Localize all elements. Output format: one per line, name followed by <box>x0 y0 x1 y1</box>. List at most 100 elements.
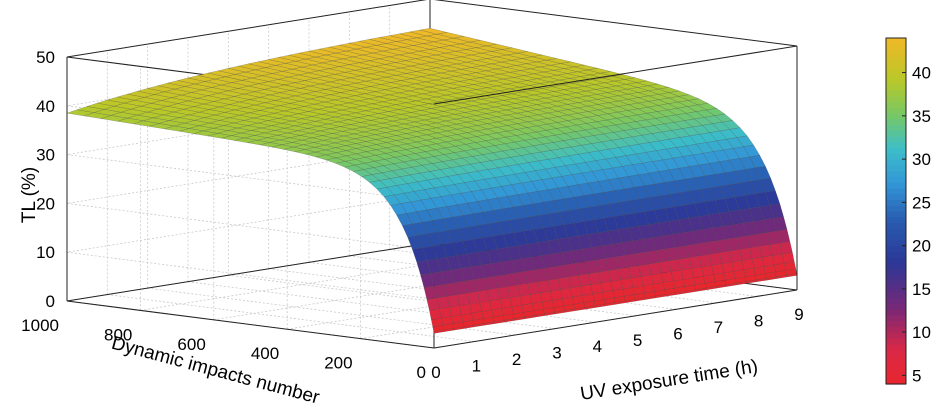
z-tick-label: 40 <box>36 97 55 116</box>
colorbar-swatch <box>886 291 906 299</box>
x-tick-label: 4 <box>593 337 602 356</box>
surface-patch <box>429 308 442 320</box>
colorbar-swatch <box>886 55 906 62</box>
colorbar-swatch <box>886 355 906 362</box>
colorbar-swatch <box>886 199 906 206</box>
colorbar-swatch <box>886 124 906 131</box>
surface-patch <box>469 302 482 314</box>
colorbar-tick-label: 5 <box>912 366 921 385</box>
colorbar-swatch <box>886 187 906 195</box>
colorbar-tick-label: 35 <box>912 107 931 126</box>
colorbar-swatch <box>886 360 906 368</box>
colorbar-swatch <box>886 332 906 339</box>
surface-patch <box>540 290 553 303</box>
colorbar-swatch <box>886 274 906 281</box>
y-tick-label: 400 <box>251 344 279 363</box>
colorbar-swatch <box>886 38 906 45</box>
colorbar-swatch <box>886 314 906 322</box>
colorbar-frame <box>885 37 907 385</box>
surface-patch <box>590 282 603 295</box>
colorbar-swatch <box>886 147 906 154</box>
colorbar-swatch <box>886 107 906 114</box>
colorbar-swatch <box>886 303 906 310</box>
x-tick-label: 5 <box>633 331 642 350</box>
surface-patch <box>721 261 735 274</box>
axis-box-edge <box>433 45 798 105</box>
wall-grid-z <box>66 193 435 300</box>
colorbar-swatch <box>886 337 906 345</box>
z-tick-label: 20 <box>36 194 55 213</box>
y-tick-label: 600 <box>177 335 205 354</box>
colorbar-swatch <box>886 320 906 327</box>
colorbar-swatch <box>886 205 906 212</box>
colorbar-swatch <box>886 211 906 218</box>
colorbar-swatch <box>886 89 906 97</box>
colorbar-tick-label: 10 <box>912 323 931 342</box>
surface-patch <box>600 281 614 293</box>
surface-patch <box>782 252 795 264</box>
colorbar-swatch <box>886 239 906 247</box>
z-tick-label: 50 <box>36 48 55 67</box>
surface-patch <box>550 289 563 301</box>
axis-box-edge <box>433 0 798 47</box>
colorbar-swatch <box>886 182 906 189</box>
colorbar-tick-label: 15 <box>912 280 931 299</box>
colorbar-swatch <box>886 251 906 258</box>
y-tick-label: 1000 <box>21 316 59 335</box>
y-tick-label: 200 <box>324 354 352 373</box>
floor-grid-y <box>140 252 504 311</box>
colorbar-swatch <box>886 78 906 85</box>
surface-patch <box>711 263 724 275</box>
surface-patch <box>661 271 674 283</box>
colorbar-swatch <box>886 95 906 103</box>
floor-grid-y <box>213 261 577 321</box>
surface-patch <box>529 292 543 304</box>
colorbar-swatch <box>886 257 906 264</box>
x-tick-label: 9 <box>794 305 803 324</box>
colorbar-swatch <box>886 268 906 276</box>
colorbar-swatch <box>886 216 906 224</box>
z-tick-label: 30 <box>36 146 55 165</box>
colorbar-swatch <box>886 84 906 91</box>
colorbar-swatch <box>886 153 906 160</box>
colorbar-swatch <box>886 378 906 385</box>
z-tick-label: 0 <box>46 292 55 311</box>
colorbar-swatch <box>886 309 906 316</box>
x-tick-label: 8 <box>754 311 763 330</box>
surface-patch <box>671 269 684 282</box>
x-tick-label: 0 <box>431 363 440 382</box>
colorbar-tick-label: 25 <box>912 193 931 212</box>
y-tick-label: 0 <box>417 363 426 382</box>
colorbar-swatch <box>886 176 906 183</box>
colorbar-swatch <box>886 326 906 333</box>
colorbar-swatch <box>886 366 906 374</box>
y-axis-label: Dynamic impacts number <box>109 333 322 409</box>
colorbar-swatch <box>886 101 906 108</box>
x-tick-label: 3 <box>552 344 561 363</box>
x-tick-label: 1 <box>472 357 481 376</box>
colorbar-swatch <box>886 112 906 120</box>
colorbar-swatch <box>886 285 906 293</box>
x-axis-label: UV exposure time (h) <box>579 356 760 405</box>
surface-patch <box>489 298 503 311</box>
axis-box-edge <box>433 289 798 349</box>
colorbar-tick-label: 40 <box>912 64 931 83</box>
surface-patch <box>731 260 745 272</box>
colorbar-swatch <box>886 222 906 229</box>
z-axis-label: TL (%) <box>19 167 40 223</box>
surface-patch <box>779 241 793 255</box>
colorbar-swatch <box>886 118 906 126</box>
colorbar-tick-label: 30 <box>912 150 931 169</box>
floor-grid-y <box>287 270 651 330</box>
colorbar-swatch <box>886 343 906 350</box>
colorbar-swatch <box>886 372 906 379</box>
colorbar-swatch <box>886 130 906 137</box>
colorbar-swatch <box>886 234 906 241</box>
axis-box-edge <box>66 0 427 58</box>
floor-grid-y <box>360 280 724 339</box>
axis-box-edge <box>66 242 431 302</box>
axis-box-edge <box>66 300 435 349</box>
x-tick-label: 2 <box>512 350 521 369</box>
